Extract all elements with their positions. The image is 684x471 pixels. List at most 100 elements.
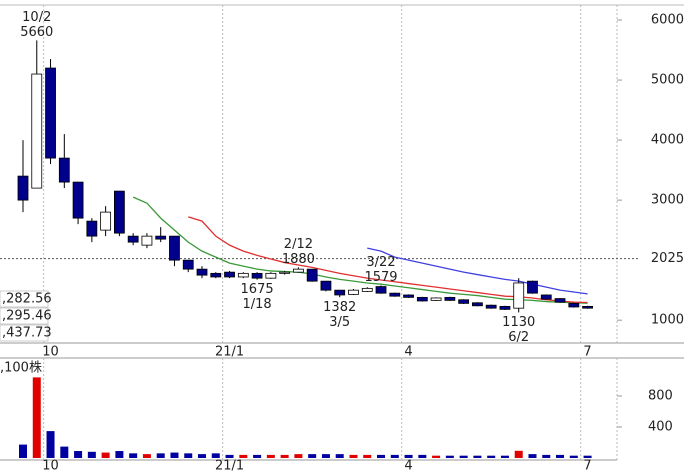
candle-body bbox=[45, 67, 56, 159]
candle-body bbox=[568, 302, 580, 308]
candle-body bbox=[100, 211, 112, 231]
candle-body bbox=[155, 235, 167, 240]
volume-bar bbox=[445, 455, 454, 458]
volume-bar bbox=[404, 454, 413, 458]
candle-body bbox=[224, 271, 235, 278]
annotation: 3/5 bbox=[329, 315, 350, 330]
candle-body bbox=[361, 287, 373, 292]
volume-bar bbox=[87, 451, 96, 458]
candle-body bbox=[348, 289, 359, 295]
annotation: 3/22 bbox=[366, 255, 395, 270]
volume-bar bbox=[239, 454, 248, 458]
candle-body bbox=[265, 272, 277, 279]
candle-body bbox=[237, 272, 249, 278]
volume-bar bbox=[115, 451, 124, 458]
y-tick-label: 1000 bbox=[651, 313, 684, 328]
volume-bar bbox=[60, 446, 69, 458]
candle-body bbox=[472, 302, 483, 307]
candle-body bbox=[527, 280, 538, 294]
x-tick-label: 4 bbox=[404, 459, 412, 471]
volume-bar bbox=[321, 454, 330, 458]
annotation: 10/2 bbox=[22, 10, 51, 25]
volume-bar bbox=[142, 454, 151, 458]
candle-body bbox=[320, 280, 332, 291]
volume-bar bbox=[253, 454, 262, 458]
y-tick-label: 3000 bbox=[651, 193, 684, 208]
candle-body bbox=[58, 157, 70, 183]
volume-bar bbox=[198, 454, 207, 458]
candle-body bbox=[31, 73, 43, 189]
annotation: 1130 bbox=[502, 315, 535, 330]
candle-body bbox=[485, 304, 497, 309]
candle-body bbox=[182, 259, 194, 270]
candle-body bbox=[513, 282, 525, 309]
volume-bar bbox=[556, 454, 565, 458]
y-tick-label: 400 bbox=[648, 419, 673, 434]
volume-bar bbox=[308, 454, 317, 458]
candle-body bbox=[306, 268, 318, 282]
volume-bar bbox=[514, 450, 523, 458]
volume-bar bbox=[363, 454, 372, 458]
legend-box bbox=[0, 307, 49, 325]
volume-bar bbox=[156, 453, 165, 458]
moving-average-line bbox=[367, 247, 588, 295]
volume-bar bbox=[101, 452, 110, 458]
x-tick-label: 21/1 bbox=[215, 345, 244, 360]
y-tick-label: 5000 bbox=[651, 73, 684, 88]
candle-body bbox=[141, 235, 153, 246]
candle-body bbox=[389, 292, 401, 297]
x-tick-label: 21/1 bbox=[215, 459, 244, 471]
volume-bar bbox=[377, 454, 386, 458]
x-tick-label: 7 bbox=[583, 459, 591, 471]
candle-body bbox=[540, 294, 552, 300]
legend-label: ,295.46 bbox=[2, 309, 52, 324]
volume-bar bbox=[542, 454, 551, 458]
volume-bar bbox=[184, 453, 193, 458]
annotation: 6/2 bbox=[508, 330, 529, 345]
candle-body bbox=[113, 190, 125, 234]
volume-bar bbox=[266, 454, 275, 458]
candle-body bbox=[279, 271, 291, 274]
candle-body bbox=[444, 296, 456, 301]
volume-bar bbox=[46, 431, 55, 458]
candle-body bbox=[251, 272, 263, 279]
candle-body bbox=[582, 305, 593, 309]
volume-bar bbox=[432, 455, 441, 458]
candle-body bbox=[403, 294, 414, 298]
candle-body bbox=[169, 235, 180, 261]
candle-body bbox=[17, 175, 29, 201]
candle-body bbox=[72, 181, 84, 219]
volume-bar bbox=[528, 454, 537, 458]
panel-title: ,100株 bbox=[0, 361, 42, 376]
annotation: 1880 bbox=[282, 252, 315, 267]
candle-body bbox=[499, 305, 511, 310]
candle-body bbox=[334, 289, 346, 296]
reference-label: 2025 bbox=[651, 251, 684, 266]
annotation: 1579 bbox=[364, 270, 397, 285]
volume-bar bbox=[487, 455, 496, 458]
x-tick-label: 4 bbox=[404, 345, 412, 360]
volume-bar bbox=[129, 453, 138, 458]
candle-body bbox=[86, 220, 98, 237]
legend-box bbox=[0, 290, 49, 308]
volume-bar bbox=[418, 454, 427, 458]
legend-box bbox=[0, 324, 49, 342]
candle-body bbox=[416, 296, 428, 302]
annotation: 2/12 bbox=[284, 237, 313, 252]
y-tick-label: 800 bbox=[648, 388, 673, 403]
candle-body bbox=[196, 268, 208, 276]
candle-body bbox=[430, 297, 442, 301]
x-tick-label: 10 bbox=[42, 459, 59, 471]
volume-bar bbox=[473, 455, 482, 458]
annotation: 5660 bbox=[20, 25, 53, 40]
annotation: 1675 bbox=[241, 282, 274, 297]
candle-body bbox=[554, 298, 566, 303]
legend-label: ,282.56 bbox=[2, 292, 52, 307]
y-tick-label: 6000 bbox=[651, 13, 684, 28]
candle-body bbox=[375, 286, 387, 294]
volume-bar bbox=[280, 454, 289, 458]
volume-bar bbox=[390, 454, 399, 458]
legend-label: ,437.73 bbox=[2, 326, 52, 341]
moving-average-line bbox=[132, 196, 588, 304]
